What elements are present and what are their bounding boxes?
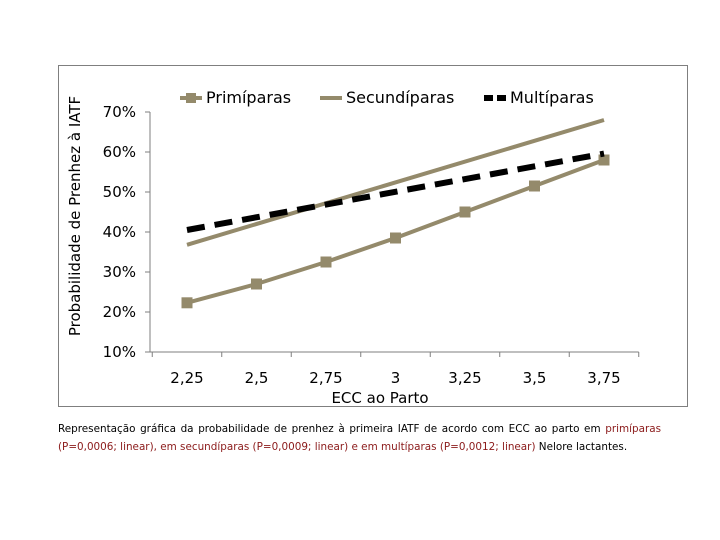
data-point xyxy=(251,278,262,290)
axes: 10% 20% 30% 40% 50% 60% 70% 2,25 2,5 2,75 3 3,25 3,5… xyxy=(103,103,640,387)
y-tick-label: 10% xyxy=(103,343,136,361)
y-axis-title: Probabilidade de Prenhez à IATF xyxy=(66,96,84,336)
x-tick-label: 3 xyxy=(391,369,401,387)
x-tick-label: 2,5 xyxy=(245,369,269,387)
legend-label-2: Secundíparas xyxy=(346,88,454,107)
y-tick-label: 50% xyxy=(103,183,136,201)
legend-marker xyxy=(186,93,196,103)
y-tick-label: 70% xyxy=(103,103,136,121)
x-axis-title: ECC ao Parto xyxy=(331,389,428,407)
series-line-2 xyxy=(186,118,605,247)
x-tick-label: 2,25 xyxy=(170,369,203,387)
legend: Primíparas Secundíparas Multíparas xyxy=(180,88,594,107)
legend-label-3: Multíparas xyxy=(510,88,594,107)
data-point xyxy=(459,206,471,218)
y-tick-label: 60% xyxy=(103,143,136,161)
data-point xyxy=(390,232,401,244)
y-tick-label: 40% xyxy=(103,223,136,241)
x-tick-label: 3,75 xyxy=(587,369,620,387)
series-line-3 xyxy=(186,150,605,233)
data-point xyxy=(181,297,193,309)
data-point xyxy=(529,180,540,192)
caption-text-1: Representação gráfica da probabilidade d… xyxy=(58,423,606,435)
figure-caption: Representação gráfica da probabilidade d… xyxy=(58,420,661,456)
y-tick-label: 20% xyxy=(103,303,136,321)
chart-frame xyxy=(58,65,688,407)
series-layer xyxy=(181,118,610,309)
x-tick-label: 3,25 xyxy=(448,369,481,387)
x-tick-label: 3,5 xyxy=(523,369,547,387)
data-point xyxy=(598,154,610,166)
caption-text-2: primíparas (P=0,0006; linear), em secund… xyxy=(58,423,661,453)
legend-label-1: Primíparas xyxy=(206,88,291,107)
caption-text-3: Nelore lactantes. xyxy=(535,441,628,453)
data-point xyxy=(320,256,332,268)
y-tick-label: 30% xyxy=(103,263,136,281)
x-tick-label: 2,75 xyxy=(309,369,342,387)
